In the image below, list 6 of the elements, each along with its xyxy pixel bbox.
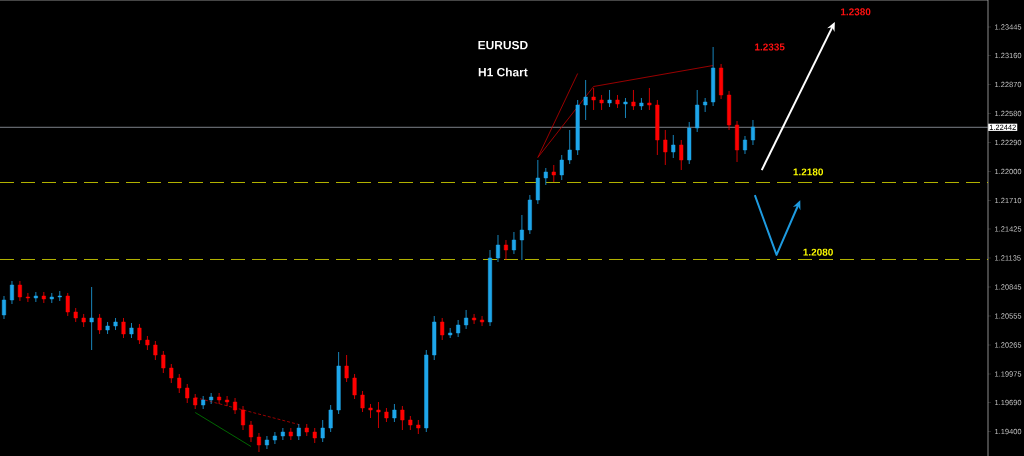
annotation: 1.2180 <box>793 168 824 176</box>
text: H1 Chart <box>478 67 528 77</box>
annotation: 1.2335 <box>755 43 785 51</box>
annotation: 1.2080 <box>803 248 833 256</box>
text: EURUSD <box>478 40 528 50</box>
annotation: 1.2380 <box>841 8 871 16</box>
